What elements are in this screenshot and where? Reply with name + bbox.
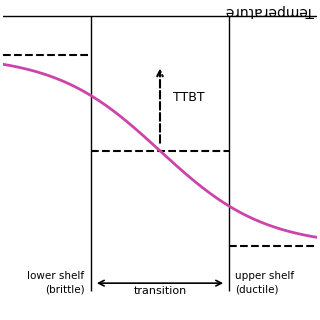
Text: transition: transition — [133, 286, 187, 296]
Text: TTBT: TTBT — [172, 91, 204, 104]
Text: Temperature: Temperature — [226, 4, 314, 18]
Text: (ductile): (ductile) — [236, 284, 279, 294]
Text: lower shelf: lower shelf — [28, 271, 84, 281]
Text: (brittle): (brittle) — [45, 284, 84, 294]
Text: upper shelf: upper shelf — [236, 271, 295, 281]
